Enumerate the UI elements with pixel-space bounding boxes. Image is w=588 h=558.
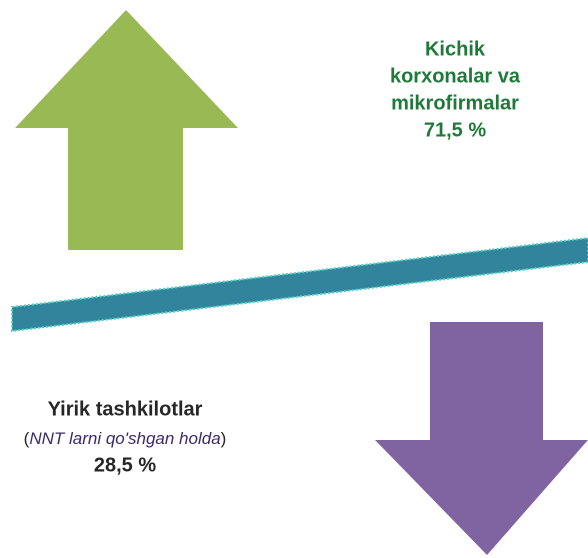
bottom-note: (NNT larni qo'shgan holda) (24, 429, 227, 448)
bottom-label: Yirik tashkilotlar (48, 398, 203, 420)
note-text: NNT larni qo'shgan holda (29, 429, 220, 448)
paren: ) (221, 429, 227, 448)
paren: ( (24, 429, 30, 448)
top-label: mikrofirmalar (391, 92, 519, 114)
down-arrow (375, 322, 588, 555)
top-label: Kichik (425, 38, 486, 60)
top-value: 71,5 % (424, 119, 486, 141)
divider-bar (11, 236, 588, 333)
top-label: korxonalar va (390, 65, 521, 87)
up-arrow (15, 10, 238, 250)
bottom-value: 28,5 % (94, 454, 156, 476)
